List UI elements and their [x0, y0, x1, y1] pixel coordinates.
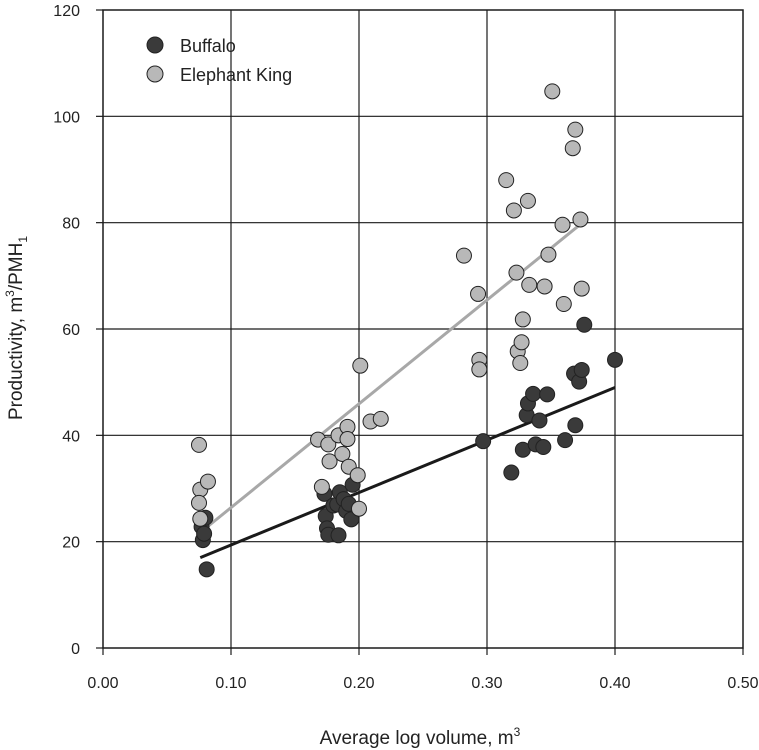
point-elephant-king: [555, 296, 572, 313]
y-axis-title-sup: 3: [3, 290, 17, 297]
point-buffalo: [607, 351, 623, 368]
point-buffalo: [475, 433, 492, 450]
x-axis-title-sup: 3: [514, 725, 521, 739]
x-axis-title-text: Average log volume, m: [320, 728, 514, 749]
point-elephant-king: [536, 278, 553, 295]
point-buffalo: [330, 527, 347, 544]
legend-marker-buffalo: [146, 36, 164, 54]
x-tick-label: 0.00: [87, 675, 118, 692]
point-elephant-king: [508, 264, 525, 281]
point-elephant-king: [334, 445, 351, 462]
point-elephant-king: [199, 473, 216, 490]
point-buffalo: [503, 464, 520, 481]
point-elephant-king: [351, 500, 367, 517]
point-elephant-king: [498, 172, 515, 189]
y-tick-label: 60: [62, 322, 80, 339]
x-axis-ticks: 0.00 0.10 0.20 0.30 0.40 0.50: [87, 648, 759, 692]
point-buffalo: [198, 561, 215, 578]
legend-label-buffalo: Buffalo: [180, 36, 236, 56]
y-tick-label: 120: [53, 3, 80, 20]
point-elephant-king: [567, 121, 584, 138]
point-elephant-king: [512, 355, 529, 372]
y-tick-label: 20: [62, 535, 80, 552]
y-axis-title-main: Productivity, m: [6, 297, 27, 420]
x-tick-label: 0.10: [215, 675, 246, 692]
y-axis-title-mid: /PMH: [6, 243, 27, 291]
trend-line-buffalo: [199, 386, 616, 560]
point-elephant-king: [540, 246, 557, 263]
point-elephant-king: [573, 280, 590, 297]
point-elephant-king: [554, 216, 571, 233]
point-buffalo: [573, 361, 590, 378]
y-tick-label: 80: [62, 216, 80, 233]
point-elephant-king: [470, 285, 487, 302]
x-tick-label: 0.50: [727, 675, 758, 692]
point-elephant-king: [519, 192, 536, 209]
legend-marker-elephant-king: [146, 65, 164, 83]
point-buffalo: [567, 417, 584, 434]
point-elephant-king: [514, 311, 531, 328]
point-elephant-king: [321, 453, 338, 470]
point-elephant-king: [471, 361, 488, 378]
y-axis-title-sub: 1: [16, 236, 30, 243]
x-axis-title: Average log volume, m3: [320, 725, 521, 749]
point-elephant-king: [455, 247, 472, 264]
point-elephant-king: [191, 494, 207, 511]
point-elephant-king: [320, 436, 337, 453]
point-elephant-king: [572, 211, 589, 228]
y-tick-label: 40: [62, 428, 80, 445]
point-elephant-king: [372, 410, 389, 427]
point-elephant-king: [339, 431, 356, 448]
point-elephant-king: [191, 436, 207, 453]
point-buffalo: [196, 525, 213, 542]
point-buffalo: [576, 316, 593, 333]
legend-label-elephant-king: Elephant King: [180, 65, 292, 85]
legend: Buffalo Elephant King: [146, 36, 292, 85]
y-axis-title: Productivity, m3/PMH1: [3, 236, 30, 420]
point-elephant-king: [352, 357, 369, 374]
y-tick-label: 100: [53, 109, 80, 126]
point-elephant-king: [313, 478, 330, 495]
point-elephant-king: [544, 83, 561, 100]
x-tick-label: 0.20: [343, 675, 374, 692]
point-elephant-king: [192, 510, 209, 527]
y-tick-label: 0: [71, 641, 80, 658]
point-buffalo: [535, 439, 552, 456]
point-buffalo: [539, 386, 556, 403]
data-points: [191, 83, 623, 578]
grid-lines: [103, 10, 743, 648]
point-elephant-king: [505, 202, 522, 219]
point-elephant-king: [513, 334, 530, 351]
y-axis-ticks: 0 20 40 60 80 100 120: [53, 3, 103, 658]
point-buffalo: [531, 412, 548, 429]
point-elephant-king: [521, 276, 538, 293]
point-buffalo: [525, 385, 542, 402]
point-elephant-king: [349, 467, 366, 484]
x-tick-label: 0.30: [471, 675, 502, 692]
x-tick-label: 0.40: [599, 675, 630, 692]
point-elephant-king: [564, 140, 581, 157]
point-buffalo: [557, 432, 574, 449]
